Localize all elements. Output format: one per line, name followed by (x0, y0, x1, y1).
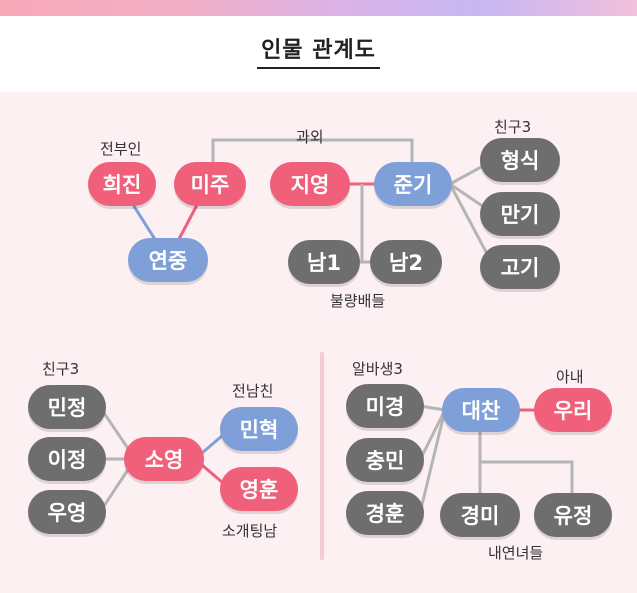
node-uyoung: 우영 (28, 490, 106, 534)
label-ex-boyfriend: 전남친 (232, 382, 274, 400)
node-ijeong: 이정 (28, 437, 106, 481)
node-nam2: 남2 (370, 240, 442, 284)
line-migyeong-daechan (419, 404, 446, 412)
label-friend-3-b: 친구3 (42, 360, 80, 378)
label-ex-wife: 전부인 (100, 140, 142, 158)
label-friend-3: 친구3 (494, 118, 532, 136)
node-jungi: 준기 (374, 162, 452, 206)
node-miju: 미주 (174, 162, 246, 206)
line-gyeonghun-daechan (418, 409, 447, 514)
node-gyeongmi: 경미 (440, 493, 520, 537)
node-minhyuk: 민혁 (220, 407, 298, 451)
label-tutoring: 과외 (296, 128, 324, 146)
node-gyeonghun: 경훈 (346, 491, 424, 535)
node-jiyoung: 지영 (270, 162, 350, 206)
section-divider (320, 352, 324, 560)
node-younghun: 영훈 (220, 467, 298, 511)
label-blind-date: 소개팅남 (222, 522, 278, 540)
page-title-text: 인물 관계도 (257, 38, 380, 69)
node-mangi: 만기 (480, 192, 560, 236)
label-bullies: 불량배들 (330, 292, 386, 310)
top-gradient-bar (0, 0, 637, 16)
label-wife: 아내 (556, 368, 584, 386)
node-migyeong: 미경 (346, 384, 424, 428)
node-uri: 우리 (534, 388, 612, 432)
node-nam1: 남1 (288, 240, 360, 284)
node-daechan: 대찬 (442, 388, 520, 432)
label-younger-women: 내연녀들 (488, 544, 544, 562)
node-yujeong: 유정 (534, 493, 612, 537)
line-tutoring (211, 138, 414, 162)
node-minjeong: 민정 (28, 385, 106, 429)
line-younger-women (478, 432, 574, 495)
node-yeonjung: 연중 (128, 238, 208, 282)
label-part-timer-3: 알바생3 (352, 360, 403, 378)
page-title: 인물 관계도 (0, 32, 637, 69)
node-chungmin: 충민 (346, 438, 424, 482)
node-soyoung: 소영 (124, 437, 204, 481)
node-hyungsik: 형식 (480, 138, 560, 182)
node-huijin: 희진 (88, 162, 156, 206)
node-gogi: 고기 (480, 245, 560, 289)
line-chungmin-daechan (418, 409, 447, 461)
